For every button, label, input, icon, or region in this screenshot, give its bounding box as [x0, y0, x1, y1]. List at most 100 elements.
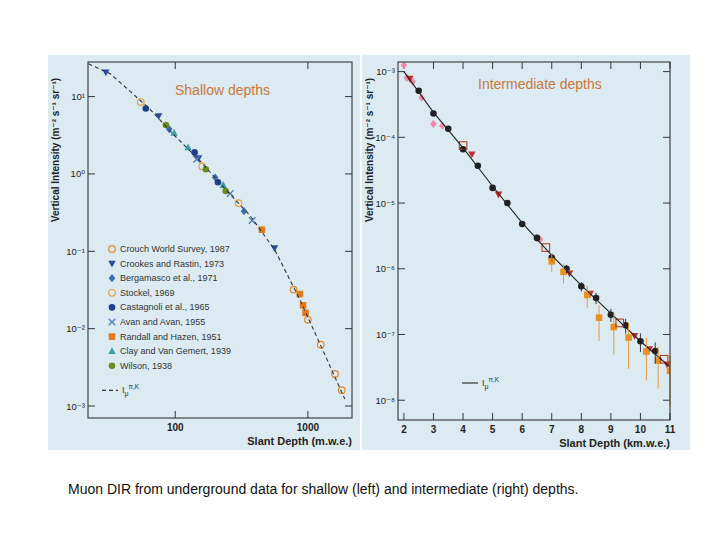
data-point — [534, 235, 541, 242]
legend-label: Crouch World Survey, 1987 — [120, 244, 230, 254]
legend-label: Bergamasco et al., 1971 — [120, 273, 218, 283]
y-tick-label: 10⁻⁶ — [376, 263, 396, 274]
y-axis-title: Vertical Intensity (m⁻² s⁻¹ sr⁻¹) — [364, 78, 375, 222]
error-bar — [522, 221, 523, 227]
y-tick-right — [663, 71, 670, 72]
legend-label-sub: μ — [125, 390, 129, 398]
y-tick-label: 10⁻⁵ — [375, 198, 395, 209]
y-tick-right — [663, 334, 670, 335]
curve — [404, 72, 670, 367]
error-bar — [581, 282, 582, 292]
data-point — [302, 310, 309, 317]
data-point — [616, 319, 624, 327]
y-tick-label: 10⁻¹ — [66, 246, 85, 257]
data-point — [468, 151, 475, 158]
legend-label: Stockel, 1969 — [120, 288, 175, 298]
legend-marker — [109, 363, 116, 370]
y-tick-right — [345, 173, 352, 174]
x-tick-label: 3 — [431, 424, 437, 435]
y-axis-title: Vertical Intensity (m⁻² s⁻¹ sr⁻¹) — [50, 78, 61, 222]
data-point — [430, 120, 437, 128]
legend-marker — [108, 261, 115, 268]
x-tick-label: 100 — [167, 422, 184, 433]
x-tick-label: 5 — [490, 424, 496, 435]
data-point — [489, 185, 496, 192]
y-tick — [398, 400, 405, 401]
legend-label: Castagnoli et al., 1965 — [120, 302, 210, 312]
figure: 100100010¹10⁰10⁻¹10⁻²10⁻³Shallow depthsS… — [0, 0, 720, 540]
x-tick-label: 7 — [549, 424, 555, 435]
legend-marker — [109, 304, 116, 311]
plot-frame — [398, 62, 670, 420]
x-tick-label: 8 — [579, 424, 585, 435]
legend-label: Iμπ,K — [482, 376, 500, 391]
x-axis-title: Slant Depth (km.w.e.) — [559, 437, 670, 449]
legend-marker — [109, 290, 116, 297]
legend-label: Randall and Hazen, 1951 — [120, 332, 222, 342]
y-tick-right — [345, 251, 352, 252]
x-tick-top — [463, 62, 464, 69]
x-tick — [463, 413, 464, 420]
error-bar — [610, 309, 611, 322]
error-bar — [536, 235, 537, 242]
error-bar — [551, 254, 552, 272]
data-point — [191, 149, 198, 156]
error-bar — [477, 163, 478, 168]
y-tick — [88, 406, 95, 407]
y-tick-right — [663, 400, 670, 401]
y-tick-right — [345, 96, 352, 97]
error-bar — [566, 265, 567, 274]
chart-title: Shallow depths — [175, 82, 270, 98]
error-bar — [625, 319, 626, 334]
x-tick-top — [307, 62, 308, 69]
x-tick — [433, 413, 434, 420]
x-tick — [640, 413, 641, 420]
x-axis-title: Slant Depth (m.w.e.) — [247, 435, 352, 447]
panel-background — [362, 55, 690, 450]
legend-label: Iμπ,K — [122, 383, 140, 398]
chart-title: Intermediate depths — [478, 76, 602, 92]
error-bar — [599, 305, 600, 341]
legend-label-sup: π,K — [129, 383, 140, 390]
error-bar — [640, 333, 641, 352]
y-tick-right — [663, 268, 670, 269]
x-tick-label: 4 — [460, 424, 466, 435]
data-point — [317, 341, 324, 348]
x-tick-top — [175, 62, 176, 69]
y-tick — [88, 96, 95, 97]
x-tick-top — [610, 62, 611, 69]
x-tick-top — [640, 62, 641, 69]
legend-line — [462, 382, 478, 383]
x-tick — [610, 413, 611, 420]
data-point — [143, 105, 150, 112]
legend-label: Clay and Van Gemert, 1939 — [120, 346, 231, 356]
x-tick-top — [551, 62, 552, 69]
y-tick-label: 10⁰ — [71, 168, 86, 179]
y-tick — [398, 268, 405, 269]
x-tick-top — [492, 62, 493, 69]
error-bar — [646, 338, 647, 381]
y-tick — [88, 173, 95, 174]
x-tick-label: 6 — [519, 424, 525, 435]
error-bar — [563, 264, 564, 284]
data-point — [155, 113, 162, 120]
data-point — [163, 122, 170, 129]
legend-label: Crookes and Rastin, 1973 — [120, 259, 224, 269]
data-point — [445, 125, 452, 132]
data-point — [542, 244, 550, 252]
y-tick — [398, 203, 405, 204]
y-tick-label: 10¹ — [71, 91, 85, 102]
x-tick-label: 11 — [665, 424, 676, 435]
curve — [89, 64, 345, 399]
data-point — [222, 188, 229, 195]
x-tick-label: 10 — [635, 424, 647, 435]
x-tick — [307, 411, 308, 418]
legend-label-sub: μ — [485, 383, 489, 391]
error-bar — [655, 342, 656, 363]
error-bar — [492, 185, 493, 190]
legend-label: Wilson, 1938 — [120, 361, 172, 371]
error-bar — [463, 147, 464, 151]
caption: Muon DIR from underground data for shall… — [68, 481, 578, 497]
legend-marker — [109, 333, 116, 340]
error-bar — [433, 112, 434, 116]
